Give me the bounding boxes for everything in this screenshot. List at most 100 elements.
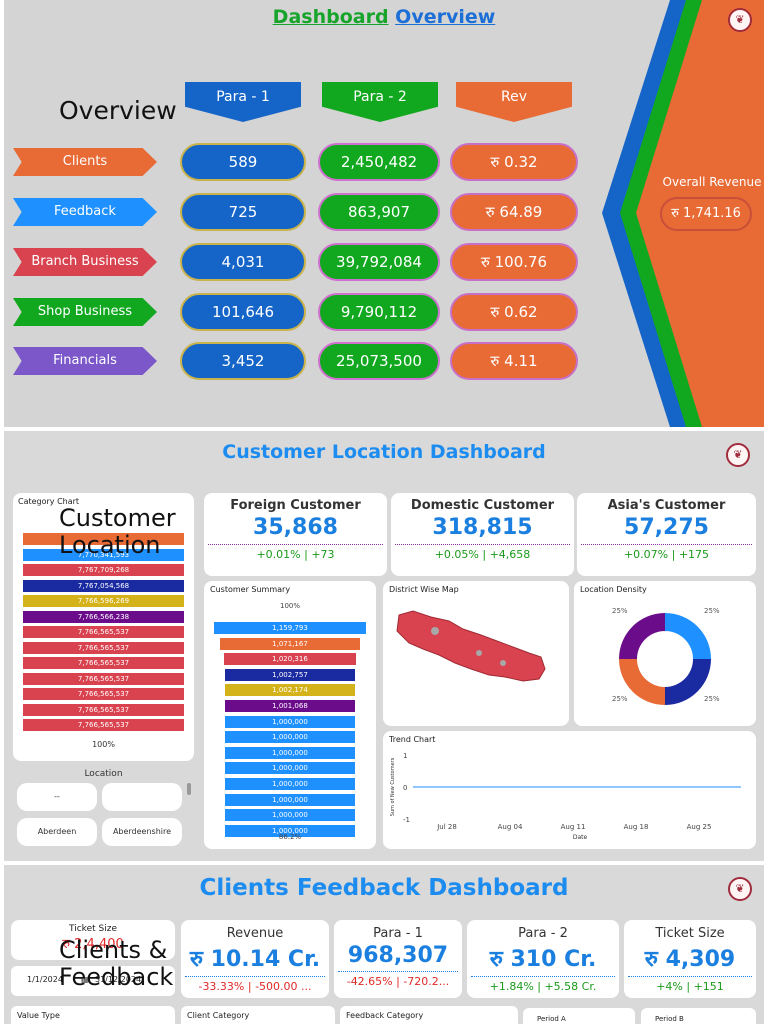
summary-bar[interactable]: 1,001,068 bbox=[225, 700, 355, 712]
customer-summary-top-label: 100% bbox=[279, 602, 300, 610]
y-tick-label: -1 bbox=[403, 816, 410, 824]
summary-bar[interactable]: 1,000,000 bbox=[225, 778, 355, 790]
row-4-para1-value: 3,452 bbox=[180, 342, 306, 380]
row-0-rev-value: रु 0.32 bbox=[450, 143, 578, 181]
row-0-para2-value: 2,450,482 bbox=[318, 143, 440, 181]
category-chart-footer: 100% bbox=[92, 740, 115, 749]
summary-bar[interactable]: 1,000,000 bbox=[225, 731, 355, 744]
summary-bar[interactable]: 1,002,174 bbox=[225, 684, 355, 697]
row-0-para1-value: 589 bbox=[180, 143, 306, 181]
location-density-card: Location Density 25% 25% 25% 25% bbox=[574, 581, 756, 726]
period-a-card[interactable]: Period A bbox=[523, 1008, 635, 1024]
category-chart-title: Category Chart bbox=[18, 497, 80, 506]
customer-summary-card: Customer Summary 100% 1,159,793 1,071,167… bbox=[204, 581, 376, 849]
row-label-3: Shop Business bbox=[13, 298, 157, 326]
row-3-para1-value: 101,646 bbox=[180, 293, 306, 331]
dashboard-overview-panel: Dashboard Overview ❦ Overview Para - 1 P… bbox=[4, 0, 764, 427]
logo-emblem-icon: ❦ bbox=[728, 8, 752, 32]
category-chart-card: Category Chart 7,770,341,593 7,767,709,26… bbox=[13, 493, 194, 761]
category-bar[interactable]: 7,766,565,537 bbox=[23, 641, 184, 654]
category-bar[interactable]: 7,766,565,537 bbox=[23, 657, 184, 669]
x-tick-label: Aug 25 bbox=[687, 823, 712, 831]
location-scrollbar[interactable] bbox=[187, 783, 191, 795]
summary-bar[interactable]: 1,000,000 bbox=[225, 746, 355, 759]
category-bar[interactable]: 7,766,596,269 bbox=[23, 595, 184, 607]
summary-bar[interactable]: 1,000,000 bbox=[225, 762, 355, 775]
row-label-2: Branch Business bbox=[13, 248, 157, 276]
y-tick-label: 1 bbox=[403, 752, 407, 760]
customer-summary-bottom-label: 86.2% bbox=[278, 833, 302, 841]
ticket-size-value: रु 2,4,400 bbox=[62, 937, 124, 952]
donut-slice[interactable] bbox=[665, 613, 711, 659]
overview-label: Overview bbox=[59, 96, 177, 125]
overall-revenue-label: Overall Revenue bbox=[662, 175, 762, 189]
kpi-revenue: Revenue रु 10.14 Cr. -33.33% | -500.00 .… bbox=[181, 920, 329, 998]
summary-bar[interactable]: 1,002,757 bbox=[225, 668, 355, 681]
donut-slice-label: 25% bbox=[612, 695, 628, 703]
row-1-rev-value: रु 64.89 bbox=[450, 193, 578, 231]
date-start[interactable]: 1/1/2024 bbox=[27, 975, 63, 984]
overall-revenue-value: रु 1,741.16 bbox=[660, 197, 752, 231]
summary-bar[interactable]: 1,000,000 bbox=[225, 809, 355, 822]
clients-feedback-overlay-label: Clients & Feedback bbox=[59, 936, 174, 991]
row-label-4: Financials bbox=[13, 347, 157, 375]
location-option-aberdeenshire[interactable]: Aberdeenshire bbox=[102, 818, 182, 846]
donut-slice[interactable] bbox=[665, 659, 711, 705]
map-region bbox=[396, 610, 546, 682]
x-tick-label: Jul 28 bbox=[436, 823, 457, 831]
location-option-1[interactable]: -- bbox=[17, 783, 97, 811]
row-1-para2-value: 863,907 bbox=[318, 193, 440, 231]
category-bar[interactable]: 7,766,566,238 bbox=[23, 610, 184, 623]
row-label-1: Feedback bbox=[13, 198, 157, 226]
summary-bar[interactable]: 1,000,000 bbox=[225, 793, 355, 806]
category-bar[interactable]: 7,767,054,568 bbox=[23, 579, 184, 592]
kpi-para-2: Para - 2 रु 310 Cr. +1.84% | +5.58 Cr. bbox=[467, 920, 619, 998]
logo-emblem-icon: ❦ bbox=[726, 443, 750, 467]
client-category-card[interactable]: Client Category bbox=[181, 1006, 335, 1024]
donut-slice[interactable] bbox=[619, 613, 665, 659]
location-density-title: Location Density bbox=[580, 585, 647, 594]
value-type-card[interactable]: Value Type bbox=[11, 1006, 175, 1024]
kpi-ticket-size: Ticket Size रु 4,309 +4% | +151 bbox=[624, 920, 756, 998]
category-bar[interactable]: 7,766,565,537 bbox=[23, 719, 184, 731]
x-tick-label: Aug 11 bbox=[561, 823, 586, 831]
category-bar[interactable]: 7,766,565,537 bbox=[23, 672, 184, 685]
trend-chart-card: Trend Chart 1 0 -1 Jul 28 Aug 04 Aug 11 Aug 18… bbox=[383, 731, 756, 849]
nepal-district-map[interactable] bbox=[383, 603, 569, 723]
feedback-category-card[interactable]: Feedback Category bbox=[340, 1006, 518, 1024]
location-option-aberdeen[interactable]: Aberdeen bbox=[17, 818, 97, 846]
customer-location-overlay-label: Customer Location bbox=[59, 504, 176, 559]
customer-location-panel: Customer Location Dashboard ❦ Category C… bbox=[4, 431, 764, 861]
category-bar[interactable]: 7,770,341,593 bbox=[23, 548, 184, 561]
category-bar[interactable] bbox=[23, 533, 184, 545]
category-bar[interactable]: 7,766,565,537 bbox=[23, 703, 184, 716]
x-tick-label: Aug 18 bbox=[624, 823, 649, 831]
date-end[interactable]: 31/12/2024 bbox=[95, 975, 142, 984]
location-slicer-title: Location bbox=[84, 769, 123, 779]
category-bar[interactable]: 7,766,565,537 bbox=[23, 688, 184, 700]
summary-bar[interactable]: 1,159,793 bbox=[214, 622, 366, 634]
category-bar[interactable]: 7,767,709,268 bbox=[23, 564, 184, 576]
row-3-para2-value: 9,790,112 bbox=[318, 293, 440, 331]
calendar-icon[interactable]: ▦ bbox=[81, 975, 89, 984]
row-1-para1-value: 725 bbox=[180, 193, 306, 231]
donut-slice[interactable] bbox=[619, 659, 665, 705]
kpi-asia-customer: Asia's Customer 57,275 +0.07% | +175 bbox=[577, 493, 756, 576]
category-bar[interactable]: 7,766,565,537 bbox=[23, 626, 184, 638]
row-2-para1-value: 4,031 bbox=[180, 243, 306, 281]
summary-bar[interactable]: 1,000,000 bbox=[225, 824, 355, 837]
row-4-rev-value: रु 4.11 bbox=[450, 342, 578, 380]
summary-bar[interactable]: 1,071,167 bbox=[220, 637, 360, 650]
clients-feedback-title: Clients Feedback Dashboard bbox=[199, 875, 569, 901]
trend-x-axis-label: Date bbox=[573, 834, 588, 841]
summary-bar[interactable]: 1,000,000 bbox=[225, 715, 355, 728]
clients-feedback-panel: Clients Feedback Dashboard ❦ Ticket Size… bbox=[4, 865, 764, 1024]
row-3-rev-value: रु 0.62 bbox=[450, 293, 578, 331]
y-tick-label: 0 bbox=[403, 784, 407, 792]
trend-chart-title: Trend Chart bbox=[389, 735, 436, 744]
period-b-card[interactable]: Period B bbox=[641, 1008, 756, 1024]
district-map-card: District Wise Map bbox=[383, 581, 569, 726]
row-2-para2-value: 39,792,084 bbox=[318, 243, 440, 281]
summary-bar[interactable]: 1,020,316 bbox=[223, 653, 357, 666]
location-option-2[interactable] bbox=[102, 783, 182, 811]
